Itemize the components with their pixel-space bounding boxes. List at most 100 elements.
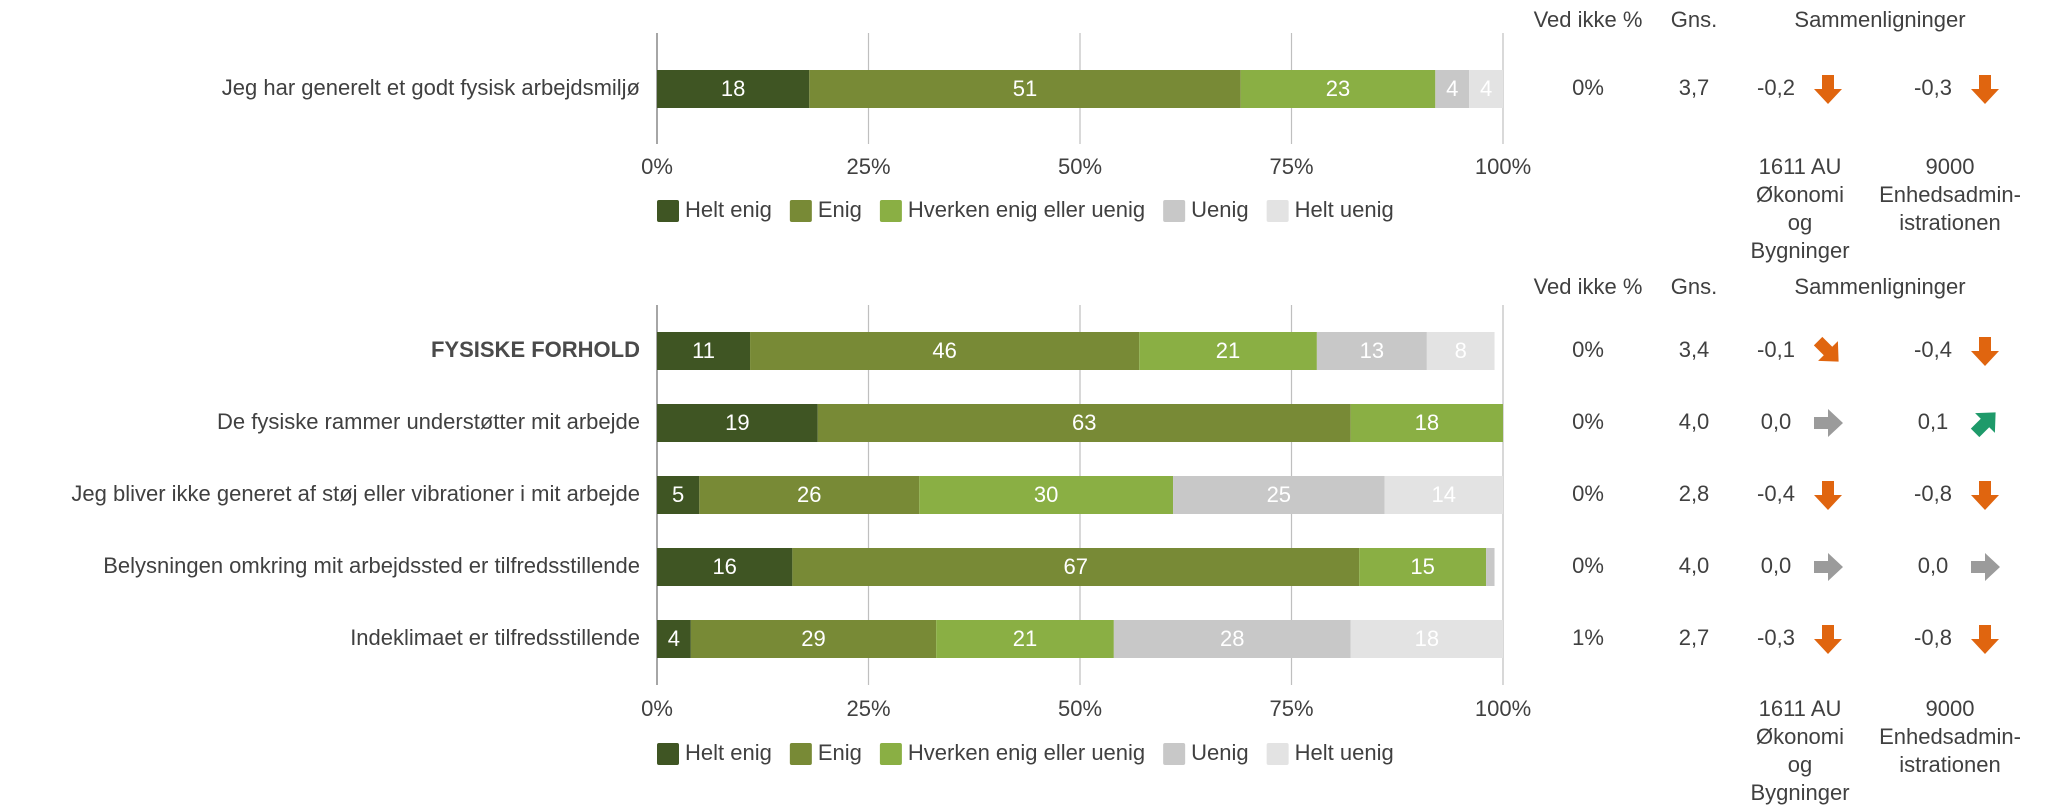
ved-ikke-value: 0%: [1572, 337, 1604, 362]
legend-swatch: [789, 743, 812, 765]
data-label: 18: [1415, 410, 1439, 435]
comparison-1-value: -0,3: [1757, 625, 1795, 650]
comparison-1-value: 0,0: [1761, 409, 1792, 434]
data-label: 11: [692, 338, 715, 363]
comparison-2-value: -0,8: [1914, 481, 1952, 506]
comparison-1-value: -0,4: [1757, 481, 1795, 506]
bar-segment-enig: [699, 476, 920, 514]
legend-swatch: [1266, 200, 1289, 222]
bar-segment-uenig: [1173, 476, 1385, 514]
row-label: Jeg har generelt et godt fysisk arbejdsm…: [222, 75, 640, 100]
bar-segment-helt-uenig: [1469, 70, 1503, 108]
legend-swatch: [879, 743, 902, 765]
bar-segment-enig: [792, 548, 1360, 586]
x-tick-label: 25%: [846, 696, 890, 721]
bar-segment-enig: [750, 332, 1140, 370]
legend-swatch: [657, 743, 679, 765]
data-label: 18: [1415, 626, 1439, 651]
bar-segment-enig: [690, 620, 937, 658]
legend-swatch: [789, 200, 812, 222]
comparison-2-label: 9000: [1926, 154, 1975, 179]
comparison-2-label: istrationen: [1899, 210, 2001, 235]
legend-swatch: [1163, 200, 1186, 222]
header-sammenligninger: Sammenligninger: [1794, 274, 1965, 299]
data-label: 28: [1220, 626, 1244, 651]
legend-label: Helt enig: [685, 197, 772, 222]
comparison-2-label: 9000: [1926, 696, 1975, 721]
row-label: Belysningen omkring mit arbejdssted er t…: [103, 553, 640, 578]
legend-label: Helt uenig: [1295, 740, 1394, 765]
arrow-up-right-icon: [1970, 412, 1996, 438]
bar-segment-helt-uenig: [1426, 332, 1495, 370]
gns-value: 2,7: [1679, 625, 1710, 650]
x-tick-label: 50%: [1058, 154, 1102, 179]
x-tick-label: 50%: [1058, 696, 1102, 721]
ved-ikke-value: 0%: [1572, 481, 1604, 506]
data-label: 29: [801, 626, 825, 651]
comparison-1-label: Økonomi: [1756, 724, 1844, 749]
comparison-2-label: Enhedsadmin-: [1879, 724, 2021, 749]
legend-label: Helt uenig: [1295, 197, 1394, 222]
comparison-1-label: Økonomi: [1756, 182, 1844, 207]
comparison-1-value: 0,0: [1761, 553, 1792, 578]
legend-label: Hverken enig eller uenig: [908, 197, 1145, 222]
legend-swatch: [657, 200, 679, 222]
legend-swatch: [1266, 743, 1289, 765]
data-label: 23: [1326, 76, 1350, 101]
data-label: 19: [725, 410, 749, 435]
comparison-1-value: -0,2: [1757, 75, 1795, 100]
bar-segment-helt-uenig: [1384, 476, 1503, 514]
comparison-2-label: istrationen: [1899, 752, 2001, 777]
bar-segment-helt-enig: [657, 70, 810, 108]
data-label: 21: [1013, 626, 1037, 651]
comparison-1-label: 1611 AU: [1759, 696, 1842, 721]
legend-swatch: [879, 200, 902, 222]
bar-segment-hverken: [1359, 548, 1487, 586]
bar-segment-helt-uenig: [1350, 620, 1503, 658]
data-label: 4: [668, 626, 680, 651]
data-label: 30: [1034, 482, 1058, 507]
legend-label: Hverken enig eller uenig: [908, 740, 1145, 765]
bar-segment-helt-enig: [657, 620, 691, 658]
arrow-down-icon: [1971, 337, 1999, 366]
comparison-1-label: og: [1788, 752, 1812, 777]
comparison-2-value: -0,4: [1914, 337, 1952, 362]
comparison-2-value: -0,3: [1914, 75, 1952, 100]
gns-value: 2,8: [1679, 481, 1710, 506]
ved-ikke-value: 1%: [1572, 625, 1604, 650]
arrow-down-right-icon: [1813, 336, 1839, 362]
header-gns: Gns.: [1671, 7, 1717, 32]
bar-segment-uenig: [1316, 332, 1427, 370]
data-label: 15: [1410, 554, 1434, 579]
header-gns: Gns.: [1671, 274, 1717, 299]
x-tick-label: 75%: [1269, 696, 1313, 721]
data-label: 8: [1455, 338, 1467, 363]
bar-segment-uenig: [1486, 548, 1495, 586]
data-label: 26: [797, 482, 821, 507]
comparison-2-label: Enhedsadmin-: [1879, 182, 2021, 207]
row-label: Jeg bliver ikke generet af støj eller vi…: [71, 481, 640, 506]
row-label: De fysiske rammer understøtter mit arbej…: [217, 409, 640, 434]
bar-segment-hverken: [1350, 404, 1503, 442]
arrow-down-icon: [1971, 625, 1999, 654]
data-label: 16: [712, 554, 736, 579]
bar-segment-helt-enig: [657, 476, 700, 514]
header-ved-ikke: Ved ikke %: [1534, 7, 1643, 32]
bar-segment-hverken: [919, 476, 1174, 514]
arrow-down-icon: [1814, 625, 1842, 654]
data-label: 4: [1446, 76, 1458, 101]
data-label: 25: [1267, 482, 1291, 507]
gns-value: 3,4: [1679, 337, 1710, 362]
data-label: 46: [932, 338, 956, 363]
x-tick-label: 100%: [1475, 696, 1531, 721]
bar-segment-helt-enig: [657, 548, 793, 586]
comparison-1-value: -0,1: [1757, 337, 1795, 362]
comparison-1-label: 1611 AU: [1759, 154, 1842, 179]
comparison-2-value: -0,8: [1914, 625, 1952, 650]
comparison-2-value: 0,0: [1918, 553, 1949, 578]
ved-ikke-value: 0%: [1572, 75, 1604, 100]
x-tick-label: 75%: [1269, 154, 1313, 179]
ved-ikke-value: 0%: [1572, 553, 1604, 578]
arrow-down-icon: [1814, 481, 1842, 510]
